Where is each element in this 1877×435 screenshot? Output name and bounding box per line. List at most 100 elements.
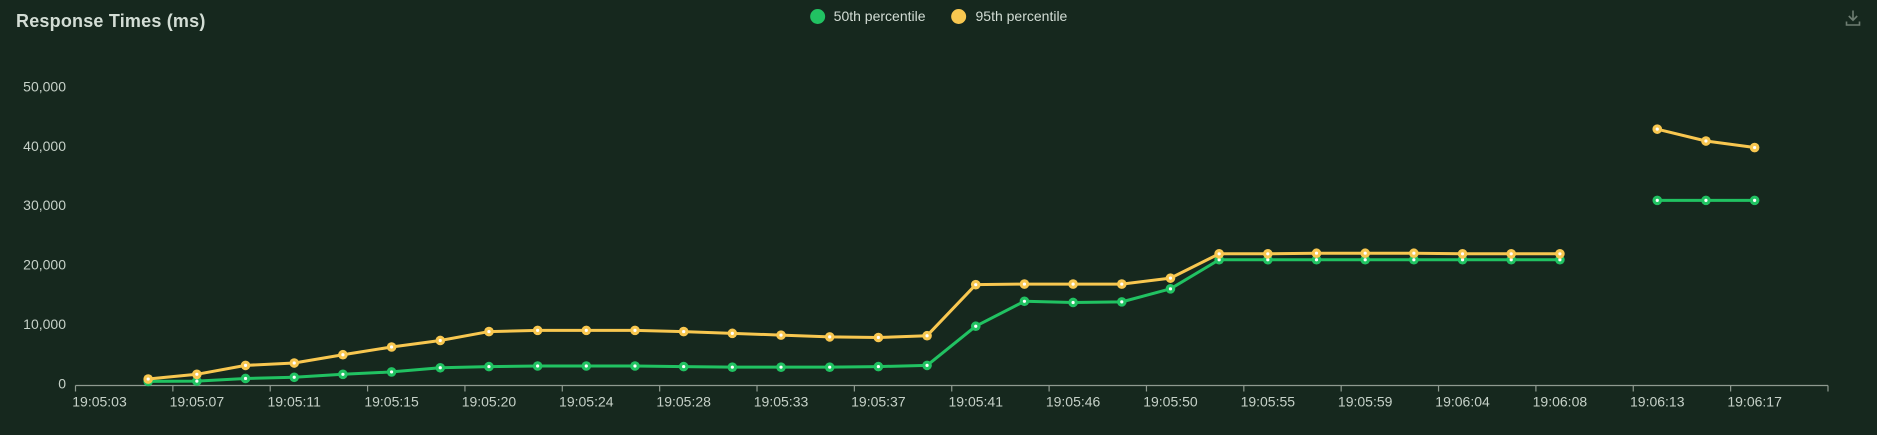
data-point-center — [292, 375, 296, 379]
data-point-center — [1363, 258, 1367, 262]
x-tick-label: 19:05:59 — [1338, 394, 1393, 410]
data-point-center — [876, 364, 880, 369]
data-point-center — [146, 377, 150, 381]
data-point-center — [876, 335, 880, 340]
data-point-center — [1217, 252, 1221, 256]
data-point-center — [1022, 282, 1027, 286]
data-point-center — [730, 365, 734, 369]
data-point-center — [779, 365, 783, 369]
y-tick-label: 50,000 — [23, 79, 66, 95]
y-tick-label: 40,000 — [23, 138, 66, 154]
data-point-center — [389, 345, 394, 349]
data-point-center — [1266, 252, 1270, 256]
x-tick-label: 19:05:33 — [754, 394, 809, 410]
data-point-center — [1120, 282, 1124, 286]
data-point-center — [438, 338, 442, 343]
y-tick-label: 30,000 — [23, 197, 66, 213]
download-icon[interactable] — [1842, 7, 1864, 29]
legend-label-50th: 50th percentile — [833, 8, 926, 24]
data-point-center — [1022, 299, 1027, 303]
data-point-center — [341, 353, 345, 357]
data-point-center — [341, 372, 345, 376]
data-point-center — [974, 324, 978, 328]
data-point-center — [682, 329, 686, 334]
data-point-center — [1314, 251, 1319, 255]
x-tick-label: 19:05:11 — [267, 394, 321, 410]
y-tick-label: 20,000 — [23, 257, 66, 273]
x-tick-label: 19:05:24 — [559, 394, 614, 410]
x-tick-label: 19:05:41 — [948, 394, 1003, 410]
data-point-center — [195, 379, 199, 383]
data-point-center — [1168, 276, 1173, 280]
x-tick-label: 19:05:55 — [1241, 394, 1296, 410]
y-tick-label: 10,000 — [23, 316, 66, 332]
data-point-center — [828, 335, 832, 339]
data-point-center — [536, 364, 540, 368]
legend-item-50th-percentile[interactable]: 50th percentile — [809, 8, 926, 24]
data-point-center — [633, 328, 637, 332]
legend: 50th percentile 95th percentile — [809, 4, 1068, 28]
x-tick-label: 19:05:03 — [72, 394, 127, 410]
data-point-center — [633, 364, 637, 368]
data-point-center — [1655, 198, 1659, 202]
data-point-center — [1266, 258, 1270, 262]
data-point-center — [1071, 300, 1075, 305]
legend-dot-95th-icon — [951, 8, 967, 24]
data-point-center — [1655, 127, 1659, 131]
legend-item-95th-percentile[interactable]: 95th percentile — [951, 8, 1068, 24]
chart-title: Response Times (ms) — [16, 11, 206, 31]
x-tick-label: 19:05:46 — [1046, 394, 1101, 410]
data-point-center — [682, 364, 686, 369]
data-point-center — [1509, 258, 1513, 262]
data-point-center — [487, 329, 491, 334]
data-point-center — [828, 365, 832, 369]
series-line-95th-percentile[interactable] — [146, 251, 1562, 381]
series-line-50th-percentile[interactable] — [146, 258, 1562, 383]
x-tick-label: 19:05:28 — [656, 394, 711, 410]
data-point-center — [1704, 139, 1708, 143]
x-tick-label: 19:05:20 — [462, 394, 517, 410]
x-tick-label: 19:05:50 — [1143, 394, 1198, 410]
data-point-center — [1509, 252, 1513, 256]
data-point-center — [1558, 252, 1562, 256]
data-point-center — [389, 370, 394, 374]
legend-dot-50th-icon — [809, 8, 825, 24]
x-tick-label: 19:05:37 — [851, 394, 906, 410]
data-point-center — [1412, 251, 1416, 255]
data-point-center — [1363, 251, 1367, 255]
data-point-center — [243, 363, 248, 367]
data-point-center — [292, 361, 296, 365]
data-point-center — [1704, 198, 1708, 202]
data-point-center — [925, 363, 929, 367]
legend-label-95th: 95th percentile — [975, 8, 1068, 24]
data-point-center — [584, 328, 588, 332]
data-point-center — [974, 283, 978, 287]
data-point-center — [584, 364, 588, 368]
data-point-center — [1217, 258, 1221, 262]
data-point-center — [730, 331, 734, 335]
data-point-center — [1071, 282, 1075, 286]
data-point-center — [243, 376, 248, 381]
data-point-center — [1412, 258, 1416, 262]
data-point-center — [195, 372, 199, 376]
data-point-center — [1314, 258, 1319, 262]
x-tick-label: 19:06:08 — [1533, 394, 1588, 410]
data-point-center — [1120, 300, 1124, 304]
data-point-center — [1168, 287, 1173, 291]
data-point-center — [925, 334, 929, 338]
data-point-center — [1753, 145, 1757, 150]
data-point-center — [1460, 258, 1465, 262]
data-point-center — [1558, 258, 1562, 262]
y-tick-label: 0 — [58, 375, 66, 391]
x-tick-label: 19:05:07 — [170, 394, 225, 410]
x-tick-label: 19:06:17 — [1727, 394, 1782, 410]
data-point-center — [438, 366, 442, 370]
x-tick-label: 19:06:04 — [1435, 394, 1490, 410]
data-point-center — [487, 364, 491, 369]
data-point-center — [1460, 252, 1465, 256]
data-point-center — [779, 333, 783, 337]
x-tick-label: 19:06:13 — [1630, 394, 1685, 410]
data-point-center — [536, 328, 540, 332]
